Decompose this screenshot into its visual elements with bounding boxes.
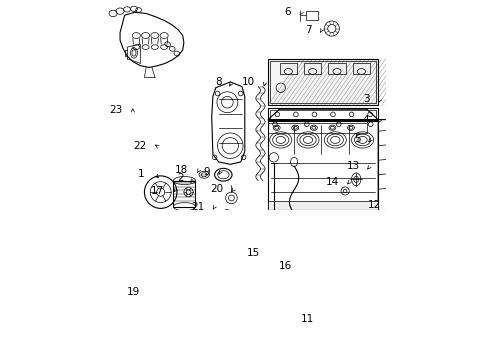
- Text: 2: 2: [177, 173, 183, 183]
- Bar: [267, 59, 377, 105]
- Text: 3: 3: [362, 94, 369, 104]
- Bar: [267, 122, 366, 133]
- Text: 4: 4: [362, 114, 369, 125]
- Bar: [173, 180, 195, 207]
- Text: 6: 6: [284, 7, 291, 17]
- Bar: [327, 63, 345, 74]
- Text: 23: 23: [109, 105, 122, 115]
- Bar: [269, 110, 376, 119]
- Text: 12: 12: [367, 200, 380, 210]
- Bar: [267, 120, 377, 210]
- Bar: [305, 11, 318, 20]
- Bar: [279, 63, 296, 74]
- Text: 14: 14: [325, 177, 339, 187]
- Bar: [149, 270, 244, 317]
- Text: 16: 16: [279, 261, 292, 271]
- Text: 15: 15: [247, 248, 260, 258]
- Bar: [304, 63, 321, 74]
- Bar: [267, 108, 377, 121]
- Text: 8: 8: [215, 77, 221, 87]
- Text: 17: 17: [151, 186, 164, 196]
- Text: 1: 1: [138, 168, 144, 179]
- Text: 10: 10: [241, 77, 254, 87]
- Text: 19: 19: [127, 287, 140, 297]
- Text: 13: 13: [346, 161, 359, 171]
- Text: 9: 9: [203, 167, 209, 177]
- Text: 21: 21: [190, 202, 204, 212]
- Text: 22: 22: [133, 141, 146, 151]
- Bar: [270, 61, 375, 103]
- Text: 18: 18: [175, 165, 188, 175]
- Text: 20: 20: [210, 184, 223, 194]
- Bar: [158, 279, 186, 305]
- Bar: [352, 63, 369, 74]
- Text: 5: 5: [353, 134, 360, 144]
- Bar: [267, 210, 386, 259]
- Text: 7: 7: [304, 25, 311, 35]
- Bar: [267, 201, 377, 210]
- Text: 11: 11: [301, 314, 314, 324]
- Bar: [270, 212, 383, 256]
